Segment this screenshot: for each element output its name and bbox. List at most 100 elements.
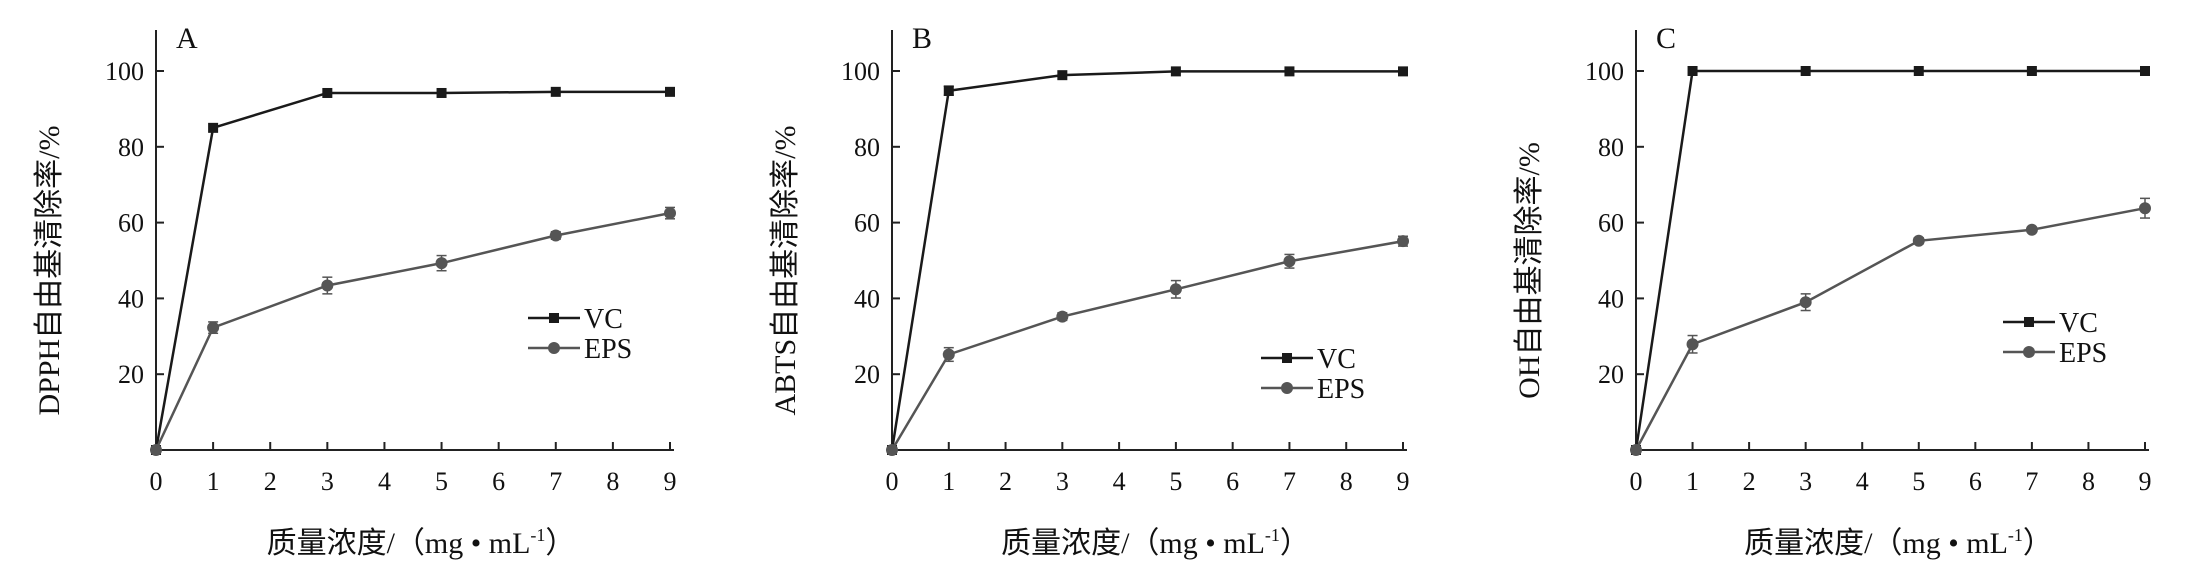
y-axis-title: DPPH自由基清除率/% bbox=[33, 125, 66, 415]
data-point bbox=[1169, 283, 1182, 296]
y-tick-label: 80 bbox=[118, 133, 144, 162]
legend-marker bbox=[1281, 382, 1293, 394]
legend-marker bbox=[2023, 346, 2035, 358]
x-tick-label: 4 bbox=[378, 467, 391, 496]
series-line bbox=[890, 239, 1404, 451]
x-tick-label: 6 bbox=[492, 467, 505, 496]
data-point bbox=[550, 86, 561, 97]
y-tick-label: 100 bbox=[105, 57, 144, 86]
data-point bbox=[436, 87, 447, 98]
series-eps bbox=[886, 235, 1409, 456]
x-tick-label: 7 bbox=[549, 467, 562, 496]
y-tick-label: 40 bbox=[118, 284, 144, 313]
legend-label: EPS bbox=[1317, 374, 1365, 405]
legend-marker bbox=[549, 313, 559, 323]
series-eps bbox=[1630, 197, 2151, 456]
data-point bbox=[1283, 255, 1296, 268]
x-tick-label: 9 bbox=[664, 467, 677, 496]
data-point bbox=[1170, 66, 1181, 77]
x-axis-title: 质量浓度/（mg • mL-1） bbox=[1001, 525, 1310, 560]
x-tick-label: 5 bbox=[1912, 467, 1925, 496]
data-point bbox=[1284, 66, 1295, 77]
series-line bbox=[1634, 69, 2145, 451]
x-tick-label: 5 bbox=[435, 467, 448, 496]
data-point bbox=[2140, 66, 2150, 76]
panel-letter: C bbox=[1656, 22, 1676, 55]
y-tick-label: 60 bbox=[118, 209, 144, 238]
series-line bbox=[154, 90, 670, 451]
data-point bbox=[664, 207, 676, 220]
chart-panel-c: 0 1 2 3 4 5 6 7 8 9 20 40 60 80 100 C OH自由基清除率/% 质量浓度/（mg… bbox=[1513, 22, 2152, 560]
data-point bbox=[1799, 296, 1812, 309]
data-point bbox=[942, 348, 955, 361]
data-point bbox=[208, 122, 219, 133]
data-point bbox=[322, 87, 333, 98]
data-point bbox=[2139, 202, 2151, 215]
legend-marker bbox=[2024, 317, 2034, 327]
x-tick-label: 8 bbox=[1340, 467, 1353, 496]
chart-panel-b: 0 1 2 3 4 5 6 7 8 9 20 40 60 80 100 B ABTS自由基清除率/% 质量浓度/（… bbox=[769, 22, 1410, 560]
x-tick-label: 3 bbox=[1056, 467, 1069, 496]
series-line bbox=[890, 70, 1403, 451]
x-axis-title: 质量浓度/（mg • mL-1） bbox=[267, 525, 576, 560]
y-tick-label: 100 bbox=[1585, 57, 1624, 86]
y-tick-label: 80 bbox=[854, 133, 880, 162]
legend-label: VC bbox=[2059, 308, 2098, 339]
data-point bbox=[150, 444, 162, 456]
data-point bbox=[1057, 70, 1068, 81]
x-tick-label: 9 bbox=[1397, 467, 1410, 496]
x-tick-label: 7 bbox=[2025, 467, 2038, 496]
data-point bbox=[943, 85, 954, 96]
legend-label: VC bbox=[1317, 344, 1356, 375]
y-tick-label: 40 bbox=[1598, 284, 1624, 313]
y-axis-title: ABTS自由基清除率/% bbox=[769, 125, 802, 415]
x-tick-label: 6 bbox=[1969, 467, 1982, 496]
y-tick-label: 100 bbox=[841, 57, 880, 86]
data-point bbox=[1687, 66, 1698, 76]
x-tick-label: 2 bbox=[999, 467, 1012, 496]
data-point bbox=[1056, 310, 1069, 323]
y-tick-label: 40 bbox=[854, 284, 880, 313]
series-line bbox=[154, 211, 671, 451]
x-tick-label: 9 bbox=[2139, 467, 2152, 496]
series-vc bbox=[151, 86, 675, 455]
legend-marker bbox=[548, 342, 560, 354]
x-tick-label: 3 bbox=[321, 467, 334, 496]
x-tick-label: 3 bbox=[1799, 467, 1812, 496]
data-point bbox=[2026, 66, 2037, 76]
x-tick-label: 0 bbox=[886, 467, 899, 496]
x-tick-label: 8 bbox=[2082, 467, 2095, 496]
x-tick-label: 4 bbox=[1856, 467, 1869, 496]
x-tick-label: 1 bbox=[207, 467, 220, 496]
data-point bbox=[321, 279, 334, 292]
data-point bbox=[1800, 66, 1811, 76]
series-eps bbox=[150, 206, 676, 456]
data-point bbox=[886, 444, 898, 456]
panel-letter: B bbox=[912, 22, 932, 55]
x-axis-title: 质量浓度/（mg • mL-1） bbox=[1744, 525, 2053, 560]
series-line bbox=[1634, 206, 2146, 451]
data-point bbox=[2025, 223, 2038, 236]
x-tick-label: 7 bbox=[1283, 467, 1296, 496]
y-tick-label: 20 bbox=[1598, 360, 1624, 389]
chart-panel-a: 0 1 2 3 4 5 6 7 8 9 20 40 60 80 100 A DPPH自由基清除率/% 质量浓度/（… bbox=[33, 22, 677, 560]
y-axis-title: OH自由基清除率/% bbox=[1513, 142, 1546, 399]
legend-label: VC bbox=[584, 304, 623, 335]
x-tick-label: 0 bbox=[1630, 467, 1643, 496]
legend-label: EPS bbox=[2059, 338, 2107, 369]
data-point bbox=[1912, 234, 1925, 247]
legend-label: EPS bbox=[584, 334, 632, 365]
x-tick-label: 1 bbox=[942, 467, 955, 496]
data-point bbox=[665, 86, 675, 97]
y-tick-label: 80 bbox=[1598, 133, 1624, 162]
data-point bbox=[207, 321, 220, 334]
x-tick-label: 1 bbox=[1686, 467, 1699, 496]
y-tick-label: 20 bbox=[118, 360, 144, 389]
panel-letter: A bbox=[176, 22, 198, 55]
data-point bbox=[1397, 235, 1409, 248]
x-tick-label: 8 bbox=[606, 467, 619, 496]
